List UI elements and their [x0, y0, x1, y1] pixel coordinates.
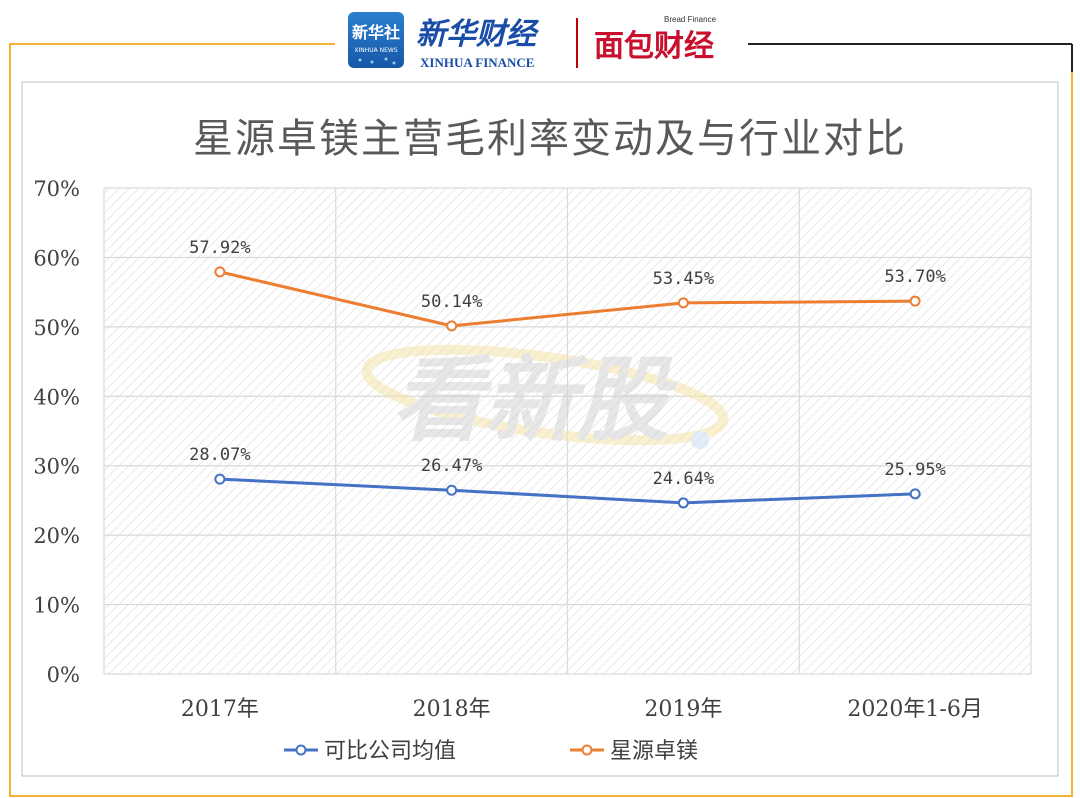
y-tick-label: 20%: [33, 524, 80, 548]
grid: [103, 187, 1032, 675]
y-tick-label: 30%: [33, 455, 80, 479]
series-line: [219, 477, 916, 505]
xinhua-badge: 新华社 XINHUA NEWS: [348, 12, 404, 68]
data-label: 25.95%: [884, 460, 945, 480]
data-label: 57.92%: [189, 238, 250, 258]
series-layer: 28.07% 26.47% 24.64% 25.95% 57.92% 50.14% 53.4…: [189, 238, 946, 509]
y-tick-label: 40%: [33, 385, 80, 409]
xinhua-badge-subtext: XINHUA NEWS: [354, 47, 397, 54]
data-point: [446, 320, 458, 332]
bread-finance-logo: Bread Finance 面包财经: [594, 15, 717, 64]
data-label: 26.47%: [421, 456, 482, 476]
legend-label: 星源卓镁: [610, 739, 698, 764]
x-tick-label: 2020年1-6月: [847, 697, 982, 722]
series-line: [219, 270, 916, 328]
legend-label: 可比公司均值: [324, 739, 456, 764]
legend: 可比公司均值 星源卓镁: [284, 739, 698, 764]
data-point: [909, 295, 921, 307]
x-axis: 2017年 2018年 2019年 2020年1-6月: [181, 697, 983, 722]
y-tick-label: 70%: [33, 177, 80, 201]
watermark-text: 看新股: [392, 347, 677, 454]
data-point: [214, 266, 226, 278]
series-1: 28.07% 26.47% 24.64% 25.95%: [189, 445, 946, 509]
xinhua-finance-logo: 新华财经 XINHUA FINANCE: [416, 17, 540, 70]
y-tick-label: 0%: [47, 663, 80, 687]
bread-finance-en: Bread Finance: [664, 15, 717, 24]
y-tick-label: 60%: [33, 246, 80, 270]
data-point: [446, 484, 458, 496]
bread-finance-cn: 面包财经: [594, 29, 714, 64]
data-label: 53.70%: [884, 267, 945, 287]
data-point: [214, 473, 226, 485]
chart-title: 星源卓镁主营毛利率变动及与行业对比: [193, 116, 907, 162]
legend-marker: [295, 744, 307, 756]
y-tick-label: 10%: [33, 594, 80, 618]
outer-frame: [9, 43, 1073, 797]
y-axis: 0% 10% 20% 30% 40% 50% 60% 70%: [33, 177, 80, 687]
xinhua-finance-en: XINHUA FINANCE: [420, 55, 534, 70]
legend-item: 可比公司均值: [284, 739, 456, 764]
legend-marker: [581, 744, 593, 756]
x-tick-label: 2019年: [644, 697, 722, 722]
data-point: [677, 297, 689, 309]
x-tick-label: 2017年: [181, 697, 259, 722]
data-label: 53.45%: [653, 269, 714, 289]
y-tick-label: 50%: [33, 316, 80, 340]
xinhua-badge-text: 新华社: [352, 23, 400, 42]
legend-item: 星源卓镁: [570, 739, 698, 764]
series-2: 57.92% 50.14% 53.45% 53.70%: [189, 238, 946, 332]
data-label: 28.07%: [189, 445, 250, 465]
data-point: [909, 488, 921, 500]
x-tick-label: 2018年: [413, 697, 491, 722]
data-label: 50.14%: [421, 292, 482, 312]
watermark: 看新股: [361, 344, 729, 454]
xinhua-finance-cn: 新华财经: [416, 17, 540, 52]
data-point: [677, 497, 689, 509]
data-label: 24.64%: [653, 469, 714, 489]
